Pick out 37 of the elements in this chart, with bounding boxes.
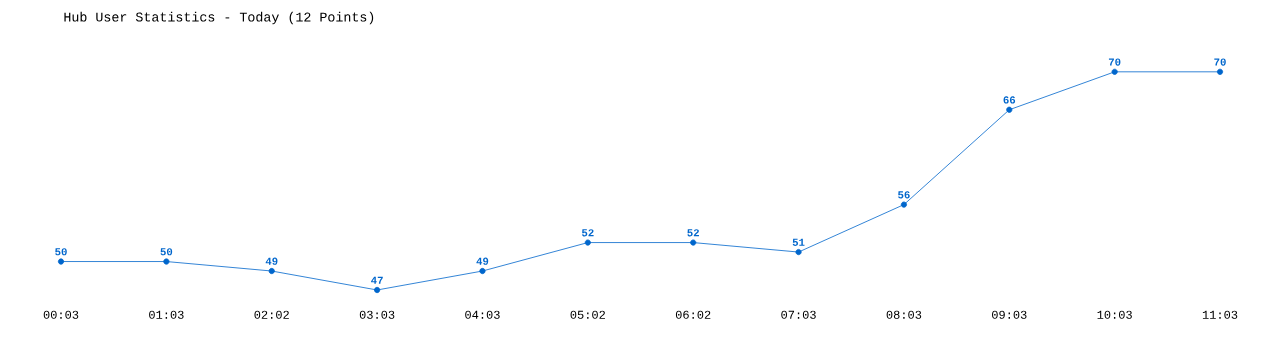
point bbox=[795, 248, 802, 256]
data-label: 50 bbox=[55, 248, 67, 256]
x-tick-label: 05:02 bbox=[570, 310, 605, 319]
data-label: 50 bbox=[160, 248, 173, 256]
data-label: 66 bbox=[1003, 96, 1016, 104]
point bbox=[1006, 106, 1013, 113]
point bbox=[690, 239, 697, 246]
point bbox=[57, 258, 65, 265]
chart-title: Hub User Statistics - Today (12 Points) bbox=[64, 11, 374, 25]
x-tick-label: 08:03 bbox=[886, 310, 922, 319]
x-tick-label: 11:03 bbox=[1202, 310, 1238, 319]
point bbox=[268, 267, 275, 275]
point bbox=[1216, 68, 1224, 75]
x-tick-label: 02:02 bbox=[254, 310, 289, 319]
data-label: 70 bbox=[1214, 58, 1226, 66]
data-label: 49 bbox=[476, 257, 489, 265]
x-tick-label: 04:03 bbox=[465, 310, 500, 319]
data-label: 47 bbox=[371, 276, 383, 284]
point bbox=[163, 258, 170, 265]
point bbox=[374, 286, 381, 294]
x-tick-label: 10:03 bbox=[1097, 310, 1132, 319]
x-tick-label: 09:03 bbox=[992, 310, 1027, 319]
data-label: 52 bbox=[687, 229, 699, 237]
x-tick-label: 00:03 bbox=[43, 310, 79, 319]
data-label: 70 bbox=[1108, 58, 1121, 66]
point bbox=[584, 239, 591, 246]
x-tick-label: 03:03 bbox=[359, 310, 395, 319]
x-tick-label: 07:03 bbox=[781, 310, 816, 319]
point bbox=[479, 267, 486, 275]
data-label: 56 bbox=[898, 191, 910, 199]
point bbox=[900, 201, 907, 208]
data-label: 52 bbox=[581, 229, 594, 237]
x-tick-label: 01:03 bbox=[149, 310, 184, 319]
data-label: 49 bbox=[265, 257, 278, 265]
x-tick-label: 06:02 bbox=[675, 310, 711, 319]
data-label: 51 bbox=[792, 238, 805, 246]
point bbox=[1111, 68, 1118, 75]
